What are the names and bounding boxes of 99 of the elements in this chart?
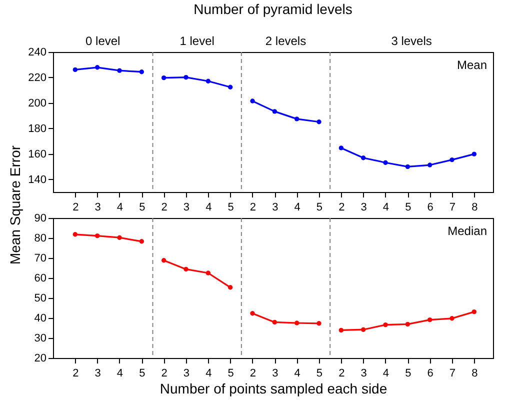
x-tick-label: 2	[250, 368, 256, 380]
x-tick-label: 3	[360, 368, 367, 380]
point	[272, 320, 278, 325]
y-tick-label: 70	[34, 252, 46, 264]
x-tick-label: 2	[161, 368, 168, 380]
text: 0 level	[86, 34, 120, 48]
point	[228, 285, 233, 290]
x-tick-label: 7	[449, 202, 456, 214]
point	[360, 156, 366, 160]
x-tick-label: 2	[338, 202, 345, 214]
x-axis-title: Number of points sampled each side	[160, 380, 388, 396]
x-tick-label: 7	[449, 368, 456, 380]
point	[383, 322, 388, 328]
y-tick-label: 60	[34, 272, 46, 284]
x-tick-label: 3	[272, 368, 278, 380]
x-tick-label: 4	[116, 368, 124, 380]
y-tick-label: 50	[34, 292, 46, 304]
x-tick-label: 5	[139, 368, 146, 380]
y-tick-label: 200	[28, 97, 46, 110]
point	[139, 239, 144, 244]
y-tick-label: 220	[28, 72, 46, 84]
x-tick-label: 4	[382, 368, 390, 380]
x-tick-label: 4	[294, 368, 300, 380]
y-tick-label: 160	[28, 148, 46, 160]
x-tick-label: 5	[405, 368, 412, 380]
point	[206, 270, 211, 276]
y-tick-label: 20	[34, 352, 46, 364]
point	[383, 160, 388, 165]
point	[405, 322, 410, 327]
x-tick-label: 5	[316, 368, 323, 380]
x-tick-label: 8	[472, 368, 478, 380]
point	[117, 235, 122, 240]
point	[472, 152, 477, 156]
x-tick-label: 3	[94, 202, 101, 214]
x-tick-label: 4	[116, 202, 124, 214]
x-tick-label: 2	[338, 368, 345, 380]
point	[250, 98, 255, 104]
y-axis-title: Mean Square Error	[7, 145, 23, 265]
point	[94, 65, 100, 70]
x-tick-label: 2	[161, 202, 168, 214]
x-tick-label: 6	[427, 202, 434, 214]
point	[228, 84, 233, 90]
x-tick-label: 4	[206, 368, 212, 380]
x-tick-label: 3	[94, 368, 101, 380]
y-tick-label: 40	[34, 312, 46, 324]
x2-axis-title: Number of pyramid levels	[194, 1, 352, 17]
point	[184, 74, 188, 80]
y-tick-label: 180	[28, 122, 46, 135]
y-tick-label: 90	[34, 212, 46, 224]
y-tick-label: 140	[28, 174, 46, 186]
point	[450, 157, 454, 162]
point	[427, 317, 432, 322]
x-tick-label: 5	[316, 202, 323, 214]
point	[316, 120, 322, 124]
y-tick-label: 80	[34, 232, 46, 244]
point	[360, 327, 366, 332]
x-tick-label: 2	[72, 202, 79, 214]
text: 2 levels	[265, 34, 306, 48]
x-tick-label: 4	[206, 202, 212, 214]
text: 1 level	[180, 34, 214, 48]
x-tick-label: 5	[405, 202, 412, 214]
point	[206, 78, 211, 84]
x-tick-label: 3	[183, 368, 190, 380]
x-tick-label: 2	[250, 202, 256, 214]
y-tick-label: 240	[28, 46, 46, 58]
annotation: Median	[448, 224, 487, 238]
point	[316, 321, 322, 326]
x-tick-label: 8	[472, 202, 478, 214]
point	[161, 258, 166, 263]
x-tick-label: 2	[72, 368, 79, 380]
point	[405, 164, 410, 170]
x-tick-label: 6	[427, 368, 434, 380]
text: 3 levels	[391, 34, 432, 48]
x-tick-label: 4	[382, 202, 390, 214]
x-tick-label: 3	[272, 202, 278, 214]
x-tick-label: 5	[228, 202, 234, 214]
point	[161, 75, 166, 80]
x-tick-label: 4	[294, 202, 300, 214]
point	[139, 70, 144, 74]
x-tick-label: 3	[360, 202, 367, 214]
point	[294, 116, 300, 122]
point	[72, 232, 78, 237]
point	[338, 146, 344, 150]
point	[72, 67, 78, 72]
y-tick-label: 30	[34, 332, 46, 344]
x-tick-label: 3	[183, 202, 190, 214]
point	[94, 233, 100, 238]
point	[272, 109, 278, 114]
point	[427, 162, 432, 168]
x-tick-label: 5	[139, 202, 146, 214]
point	[472, 309, 477, 314]
x-tick-label: 5	[228, 368, 234, 380]
point	[250, 311, 255, 316]
point	[117, 68, 122, 73]
annotation: Mean	[456, 58, 487, 72]
point	[450, 316, 454, 321]
point	[184, 266, 188, 272]
point	[338, 328, 344, 333]
point	[294, 320, 300, 326]
